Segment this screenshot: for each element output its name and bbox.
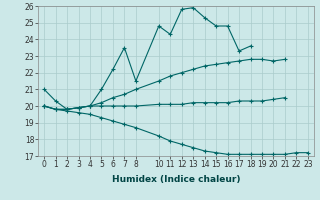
X-axis label: Humidex (Indice chaleur): Humidex (Indice chaleur) — [112, 175, 240, 184]
